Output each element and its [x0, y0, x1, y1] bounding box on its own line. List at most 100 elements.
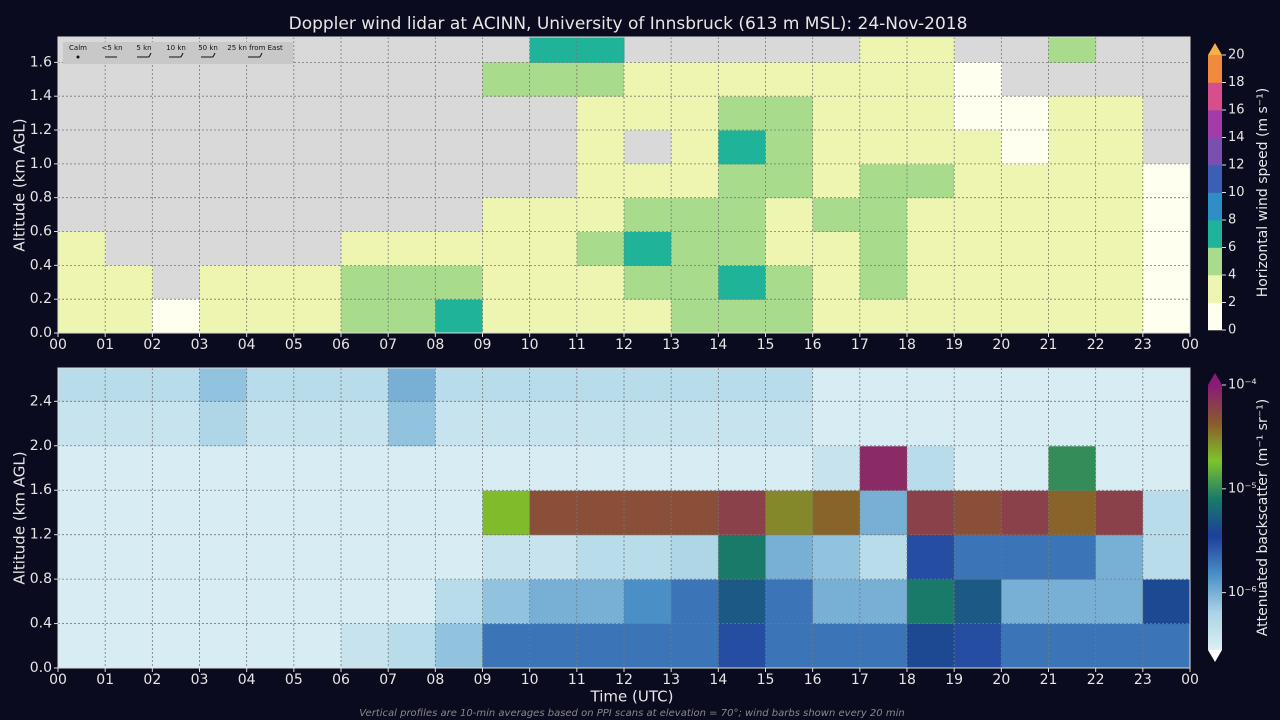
heatmap-cell [1142, 534, 1191, 580]
heatmap-cell [105, 445, 153, 491]
heatmap-cell [341, 401, 389, 447]
y-tick-label: 0.8 [30, 571, 52, 587]
heatmap-cell [907, 445, 955, 491]
heatmap-cell [765, 163, 814, 199]
x-tick-label: 20 [992, 672, 1010, 688]
heatmap-cell [152, 368, 200, 402]
x-tick-label: 09 [474, 672, 492, 688]
heatmap-cell [1048, 401, 1097, 447]
heatmap-cell [1142, 299, 1191, 334]
heatmap-cell [482, 231, 531, 266]
heatmap-cell [954, 299, 1002, 334]
heatmap-cell [246, 534, 295, 580]
x-tick-label: 15 [757, 672, 775, 688]
heatmap-cell [293, 534, 342, 580]
heatmap-cell [1142, 368, 1191, 402]
heatmap-cell [859, 623, 908, 669]
heatmap-cell [859, 368, 908, 402]
heatmap-cell [954, 623, 1002, 669]
x-tick-label: 20 [992, 337, 1010, 353]
heatmap-cell [105, 623, 153, 669]
colorbar-extend [1208, 650, 1222, 662]
x-tick-label: 03 [191, 337, 209, 353]
heatmap-cell [1142, 490, 1191, 536]
heatmap-cell [624, 163, 672, 199]
x-tick-label: 06 [332, 337, 350, 353]
y-tick-label: 0.0 [30, 660, 52, 676]
heatmap-cell [388, 368, 436, 402]
heatmap-cell [293, 368, 342, 402]
heatmap-cell [1048, 231, 1097, 266]
x-tick-label: 13 [662, 672, 680, 688]
heatmap-cell [954, 445, 1002, 491]
heatmap-cell [1142, 401, 1191, 447]
heatmap-cell [435, 623, 483, 669]
heatmap-cell [812, 445, 861, 491]
heatmap-cell [152, 534, 200, 580]
heatmap-cell [482, 623, 531, 669]
heatmap-cell [765, 130, 814, 165]
heatmap-cell [58, 401, 106, 447]
heatmap-cell [1001, 401, 1049, 447]
heatmap-cell [435, 534, 483, 580]
heatmap-cell [58, 265, 106, 300]
heatmap-cell [482, 534, 531, 580]
x-tick-label: 22 [1087, 337, 1105, 353]
heatmap-cell [246, 401, 295, 447]
heatmap-cell [907, 37, 955, 63]
heatmap-cell [105, 265, 153, 300]
heatmap-cell [812, 231, 861, 266]
heatmap-cell [576, 579, 625, 625]
x-tick-label: 00 [49, 337, 67, 353]
heatmap-cell [58, 368, 106, 402]
heatmap-cell [199, 265, 248, 300]
x-tick-label: 16 [804, 337, 822, 353]
x-tick-label: 10 [521, 337, 539, 353]
heatmap-cell [1048, 368, 1097, 402]
heatmap-cell [718, 163, 766, 199]
heatmap-cell [1095, 96, 1144, 131]
heatmap-cell [1095, 299, 1144, 334]
y-tick-label: 2.4 [30, 393, 52, 409]
colorbar-tick-label: 10⁻⁴ [1228, 378, 1257, 393]
heatmap-cell [1048, 163, 1097, 199]
heatmap-cell [954, 401, 1002, 447]
heatmap-cell [671, 265, 719, 300]
heatmap-cell [718, 299, 766, 334]
heatmap-cell [765, 231, 814, 266]
x-tick-label: 18 [898, 337, 916, 353]
heatmap-cell [576, 231, 625, 266]
heatmap-cell [435, 490, 483, 536]
heatmap-cell [765, 197, 814, 233]
heatmap-cell [529, 37, 578, 63]
heatmap-cell [671, 623, 719, 669]
heatmap-cell [812, 534, 861, 580]
x-tick-label: 03 [191, 672, 209, 688]
heatmap-cell [907, 401, 955, 447]
heatmap-cell [482, 368, 531, 402]
chart-title: Doppler wind lidar at ACINN, University … [289, 14, 968, 34]
y-tick-label: 1.6 [30, 482, 52, 498]
y-tick-label: 1.4 [30, 88, 52, 104]
heatmap-cell [718, 534, 766, 580]
y-tick-label: 0.6 [30, 224, 52, 240]
heatmap-cell [624, 445, 672, 491]
heatmap-cell [341, 368, 389, 402]
heatmap-cell [765, 62, 814, 97]
heatmap-cell [1048, 445, 1097, 491]
heatmap-cell [671, 445, 719, 491]
heatmap-cell [1142, 163, 1191, 199]
x-tick-label: 06 [332, 672, 350, 688]
colorbar-tick-label: 18 [1228, 75, 1245, 90]
x-tick-label: 00 [1181, 672, 1199, 688]
x-tick-label: 07 [379, 337, 397, 353]
heatmap-cell [482, 265, 531, 300]
heatmap-cell [576, 445, 625, 491]
footnote: Vertical profiles are 10-min averages ba… [359, 708, 904, 719]
heatmap-cell [388, 445, 436, 491]
heatmap-cell [199, 579, 248, 625]
heatmap-cell [718, 490, 766, 536]
heatmap-cell [482, 579, 531, 625]
heatmap-cell [576, 130, 625, 165]
x-tick-label: 19 [945, 672, 963, 688]
